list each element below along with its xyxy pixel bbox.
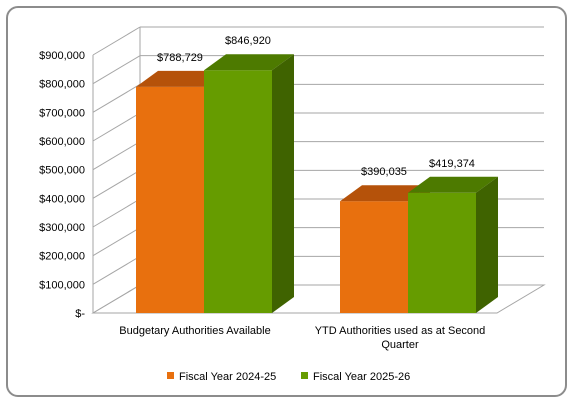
bar-side [272, 54, 294, 313]
y-tick-label: $900,000 [39, 50, 85, 62]
bar-top [340, 185, 430, 202]
legend-label: Fiscal Year 2024-25 [179, 371, 276, 383]
bar-top [136, 70, 226, 87]
y-tick-label: $800,000 [39, 79, 85, 91]
data-labels: $788,729 $390,035 $846,920 $419,374 [157, 35, 475, 178]
y-tick-label: $- [75, 308, 85, 320]
y-tick-label: $100,000 [39, 279, 85, 291]
bar-front [408, 192, 476, 313]
category-label: YTD Authorities used as at Second [315, 325, 486, 337]
legend-swatch [167, 372, 174, 379]
gridline-side [92, 169, 141, 199]
category-label: Quarter [381, 339, 419, 351]
legend-swatch [301, 372, 308, 379]
gridline-side [92, 26, 141, 56]
bars [136, 54, 498, 313]
y-tick-label: $600,000 [39, 136, 85, 148]
gridline-side [92, 55, 141, 85]
gridline-side [92, 141, 141, 171]
bar-side [476, 176, 498, 313]
gridline-side [92, 112, 141, 142]
category-label: Budgetary Authorities Available [119, 325, 270, 337]
gridline-side [92, 83, 141, 113]
y-tick-label: $300,000 [39, 222, 85, 234]
bar [408, 176, 498, 313]
y-tick-label: $200,000 [39, 251, 85, 263]
data-label: $419,374 [429, 158, 475, 170]
data-label: $846,920 [225, 35, 271, 47]
data-label: $390,035 [361, 166, 407, 178]
y-tick-label: $500,000 [39, 165, 85, 177]
y-axis-ticks: $- $100,000 $200,000 $300,000 $400,000 $500,0… [39, 50, 85, 320]
y-tick-label: $400,000 [39, 193, 85, 205]
gridline-side [92, 255, 141, 285]
bar-top [408, 176, 498, 193]
y-tick-label: $700,000 [39, 107, 85, 119]
data-label: $788,729 [157, 52, 203, 64]
bar-front [136, 86, 204, 313]
gridline-side [92, 227, 141, 257]
category-labels: Budgetary Authorities Available YTD Autho… [119, 325, 485, 351]
bar-top [204, 54, 294, 71]
gridline-side [92, 284, 141, 314]
gridline-side [92, 198, 141, 228]
bar-front [340, 201, 408, 313]
legend-label: Fiscal Year 2025-26 [313, 371, 410, 383]
legend: Fiscal Year 2024-25 Fiscal Year 2025-26 [167, 371, 410, 383]
bar-front [204, 70, 272, 313]
bar [204, 54, 294, 313]
